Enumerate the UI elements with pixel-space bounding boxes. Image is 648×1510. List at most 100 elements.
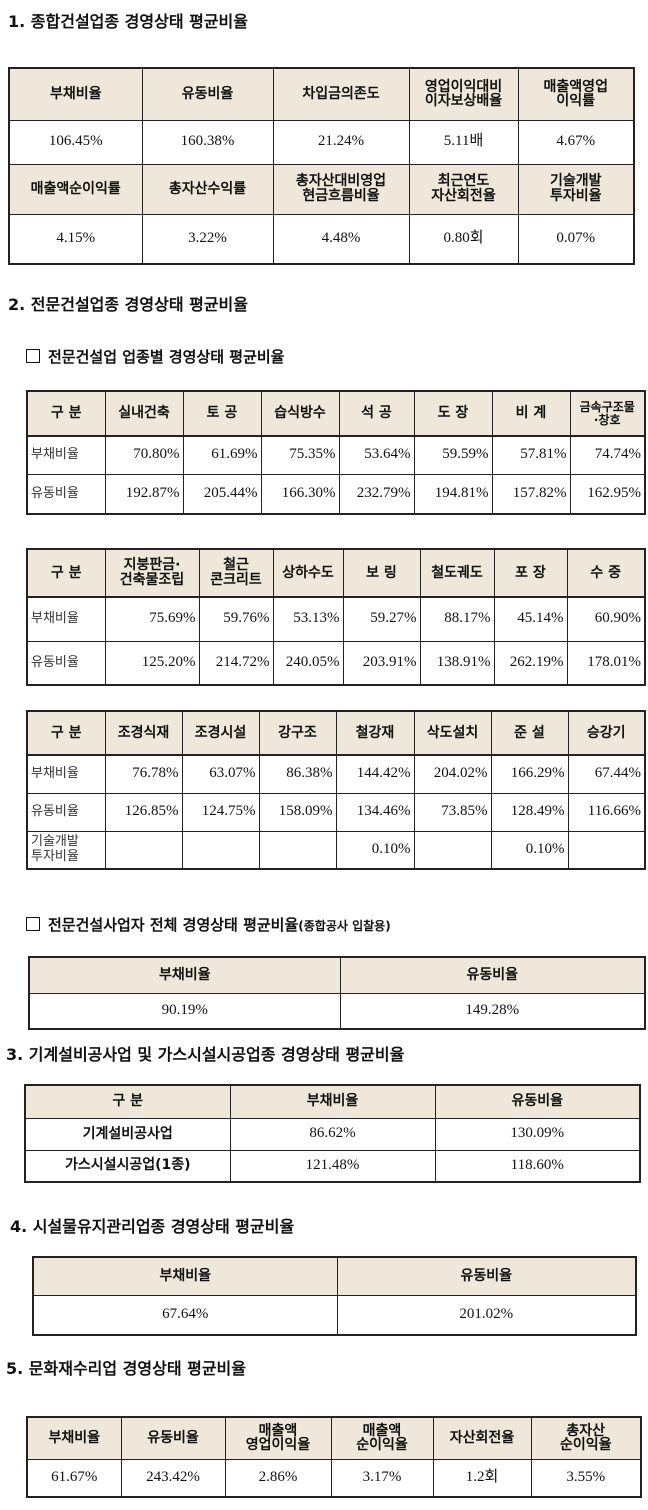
t2-r1-v3: 203.91% bbox=[342, 640, 421, 686]
section-3-title: 3. 기계설비공사업 및 가스시설시공업종 경영상태 평균비율 bbox=[6, 1045, 405, 1064]
t1-r0-v1: 61.69% bbox=[182, 435, 262, 475]
t3-r1-v4: 73.85% bbox=[413, 792, 492, 832]
s1-v1-1: 160.38% bbox=[141, 119, 274, 165]
t3-r2-v0 bbox=[104, 830, 183, 870]
t1-h2: 토 공 bbox=[182, 390, 262, 437]
s1-h1-3: 영업이익대비 이자보상배율 bbox=[408, 67, 519, 121]
t2-r1-v5: 262.19% bbox=[493, 640, 568, 686]
t1-h4: 석 공 bbox=[338, 390, 415, 437]
section-1-title: 1. 종합건설업종 경영상태 평균비율 bbox=[8, 12, 249, 31]
t4-v1: 149.28% bbox=[339, 992, 646, 1030]
t1-r0-v4: 59.59% bbox=[413, 435, 493, 475]
t3-r1-v6: 116.66% bbox=[567, 792, 646, 832]
s1-v2-4: 0.07% bbox=[517, 213, 635, 265]
s5-v4: 1.2회 bbox=[432, 1458, 532, 1498]
s4-table: 부채비율 유동비율 67.64% 201.02% bbox=[32, 1256, 637, 1336]
s1-h2-1: 총자산수익률 bbox=[141, 163, 274, 215]
t1-r0-v2: 75.35% bbox=[260, 435, 340, 475]
s1-v1-0: 106.45% bbox=[8, 119, 143, 165]
s1-v1-2: 21.24% bbox=[272, 119, 410, 165]
t3-r2-v2 bbox=[258, 830, 337, 870]
t2-r0-label: 부채비율 bbox=[26, 596, 106, 642]
s4-v1: 201.02% bbox=[336, 1294, 637, 1336]
s3-r0-v0: 86.62% bbox=[229, 1117, 436, 1151]
s2-sub1: 전문건설업 업종별 경영상태 평균비율 bbox=[26, 346, 284, 367]
t1-h7: 금속구조물 ·창호 bbox=[569, 390, 646, 437]
t3-r0-v2: 86.38% bbox=[258, 754, 337, 794]
t1-r0-v3: 53.64% bbox=[338, 435, 415, 475]
t2-r0-v1: 59.76% bbox=[198, 596, 274, 642]
t4-h1: 유동비율 bbox=[339, 956, 646, 994]
s1-h1-0: 부채비율 bbox=[8, 67, 143, 121]
s3-h1: 부채비율 bbox=[229, 1084, 436, 1119]
checkbox-square-icon bbox=[26, 917, 40, 931]
s1-v2-3: 0.80회 bbox=[408, 213, 519, 265]
t2-h0: 구 분 bbox=[26, 548, 106, 598]
t1-r0-v0: 70.80% bbox=[104, 435, 184, 475]
t3-r1-v5: 128.49% bbox=[490, 792, 569, 832]
s2-table-2: 구 분 지붕판금· 건축물조립 철근 콘크리트 상하수도 보 링 철도궤도 포 … bbox=[26, 548, 646, 686]
s5-v5: 3.55% bbox=[530, 1458, 642, 1498]
s3-r1-v0: 121.48% bbox=[229, 1149, 436, 1183]
t3-h6: 준 설 bbox=[490, 710, 569, 756]
t3-h5: 삭도설치 bbox=[413, 710, 492, 756]
s5-v0: 61.67% bbox=[26, 1458, 122, 1498]
t2-h2: 철근 콘크리트 bbox=[198, 548, 274, 598]
s3-r1-v1: 118.60% bbox=[434, 1149, 641, 1183]
s3-h0: 구 분 bbox=[24, 1084, 231, 1119]
checkbox-square-icon bbox=[26, 349, 40, 363]
t2-h6: 포 장 bbox=[493, 548, 568, 598]
s2-table-1: 구 분 실내건축 토 공 습식방수 석 공 도 장 비 계 금속구조물 ·창호 … bbox=[26, 390, 646, 515]
s1-h1-4: 매출액영업 이익률 bbox=[517, 67, 635, 121]
s1-h2-0: 매출액순이익률 bbox=[8, 163, 143, 215]
s1-table: 부채비율 유동비율 차입금의존도 영업이익대비 이자보상배율 매출액영업 이익률… bbox=[8, 67, 635, 265]
t3-h3: 강구조 bbox=[258, 710, 337, 756]
s2-table-4: 부채비율 유동비율 90.19% 149.28% bbox=[28, 956, 646, 1030]
s1-v1-3: 5.11배 bbox=[408, 119, 519, 165]
s5-v1: 243.42% bbox=[120, 1458, 226, 1498]
t1-h0: 구 분 bbox=[26, 390, 106, 437]
t1-r0-v5: 57.81% bbox=[491, 435, 571, 475]
t2-r0-v3: 59.27% bbox=[342, 596, 421, 642]
s5-h3: 매출액 순이익율 bbox=[330, 1416, 434, 1460]
t2-h7: 수 중 bbox=[566, 548, 646, 598]
t3-h4: 철강재 bbox=[335, 710, 415, 756]
s1-h1-2: 차입금의존도 bbox=[272, 67, 410, 121]
t3-r0-v5: 166.29% bbox=[490, 754, 569, 794]
t3-r0-v6: 67.44% bbox=[567, 754, 646, 794]
t2-r0-v6: 60.90% bbox=[566, 596, 646, 642]
t3-r1-v1: 124.75% bbox=[181, 792, 260, 832]
s5-h4: 자산회전율 bbox=[432, 1416, 532, 1460]
t1-r1-v3: 232.79% bbox=[338, 473, 415, 515]
t3-r0-label: 부채비율 bbox=[26, 754, 106, 794]
t1-h1: 실내건축 bbox=[104, 390, 184, 437]
t2-r0-v2: 53.13% bbox=[272, 596, 344, 642]
t3-r1-v0: 126.85% bbox=[104, 792, 183, 832]
t2-r1-label: 유동비율 bbox=[26, 640, 106, 686]
t2-r0-v5: 45.14% bbox=[493, 596, 568, 642]
s2-sub2-note: (종합공사 입찰용) bbox=[298, 919, 391, 933]
t2-h3: 상하수도 bbox=[272, 548, 344, 598]
t3-r1-v3: 134.46% bbox=[335, 792, 415, 832]
t1-r1-label: 유동비율 bbox=[26, 473, 106, 515]
t3-r2-v6 bbox=[567, 830, 646, 870]
t4-v0: 90.19% bbox=[28, 992, 341, 1030]
s5-v2: 2.86% bbox=[224, 1458, 332, 1498]
t2-r1-v4: 138.91% bbox=[419, 640, 495, 686]
s5-table: 부채비율 유동비율 매출액 영업이익율 매출액 순이익율 자산회전율 총자산 순… bbox=[26, 1416, 642, 1498]
t3-h7: 승강기 bbox=[567, 710, 646, 756]
s5-v3: 3.17% bbox=[330, 1458, 434, 1498]
t3-r2-v5: 0.10% bbox=[490, 830, 569, 870]
s3-h2: 유동비율 bbox=[434, 1084, 641, 1119]
s1-v2-0: 4.15% bbox=[8, 213, 143, 265]
t1-r1-v1: 205.44% bbox=[182, 473, 262, 515]
t1-r1-v4: 194.81% bbox=[413, 473, 493, 515]
s5-h1: 유동비율 bbox=[120, 1416, 226, 1460]
s1-h1-1: 유동비율 bbox=[141, 67, 274, 121]
s2-sub2-text: 전문건설사업자 전체 경영상태 평균비율 bbox=[48, 916, 299, 934]
t3-r0-v1: 63.07% bbox=[181, 754, 260, 794]
t3-h2: 조경시설 bbox=[181, 710, 260, 756]
t1-h5: 도 장 bbox=[413, 390, 493, 437]
s5-h5: 총자산 순이익율 bbox=[530, 1416, 642, 1460]
t2-r0-v4: 88.17% bbox=[419, 596, 495, 642]
